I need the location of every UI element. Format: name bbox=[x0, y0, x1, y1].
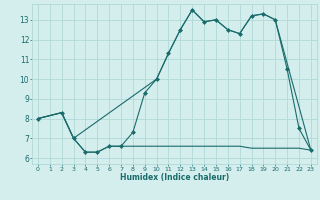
X-axis label: Humidex (Indice chaleur): Humidex (Indice chaleur) bbox=[120, 173, 229, 182]
